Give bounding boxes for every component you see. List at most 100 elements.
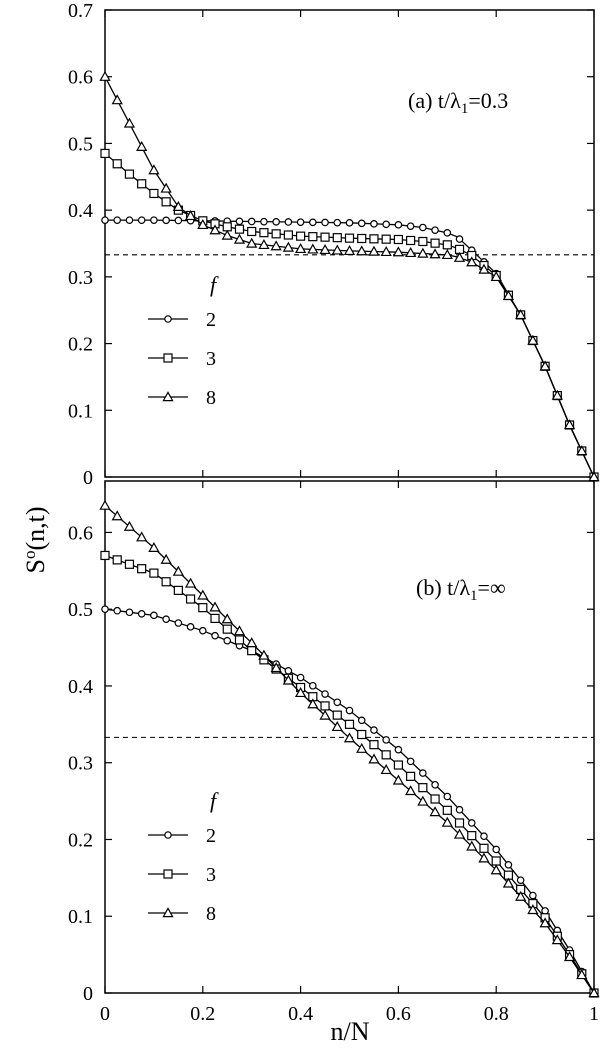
data-point-circle [443,792,452,801]
data-point-circle [431,226,439,234]
data-point-square [406,235,416,246]
legend-entry-2: 2 [148,309,216,331]
legend-entry-8: 8 [148,387,216,409]
data-point-circle [370,726,378,734]
series-f-2 [101,605,598,997]
data-point-triangle [588,987,600,998]
panel-annotation: (b) t/λ1=∞ [416,575,506,604]
data-point-circle [345,706,354,715]
data-point-square [467,831,477,841]
legend-title: f [210,272,219,297]
data-point-circle [174,216,183,225]
data-point-triangle [441,249,453,260]
data-point-triangle [197,218,209,230]
data-point-triangle [405,247,417,258]
data-point-circle [174,619,183,627]
y-tick-label: 0.2 [68,829,93,851]
x-tick-label: 0.8 [484,1003,509,1025]
data-point-triangle [270,240,282,251]
data-point-circle [443,229,452,237]
y-tick-label: 0 [83,983,93,1005]
data-point-square [247,226,257,237]
data-point-square [442,805,452,815]
data-point-square [344,719,355,729]
data-point-square [357,729,367,740]
data-point-circle [529,891,537,900]
data-point-circle [150,216,158,224]
data-point-square [308,232,318,242]
data-point-circle [284,666,293,675]
y-tick-label: 0.4 [68,676,93,698]
legend-entry-8: 8 [148,903,216,925]
data-point-square [357,233,367,244]
data-point-circle [492,845,501,854]
data-point-triangle [343,245,356,256]
data-point-square [185,594,196,604]
data-point-square [124,169,135,179]
data-point-triangle [515,309,527,320]
data-point-circle [333,218,342,227]
y-tick-label: 0.6 [68,67,93,89]
data-point-triangle [282,241,294,252]
series-line [104,505,595,994]
data-point-circle [419,769,427,777]
data-point-circle [150,611,158,620]
legend-label: 2 [206,309,216,331]
data-point-circle [431,780,439,789]
series-line [105,219,595,478]
data-point-square [210,613,220,624]
data-point-triangle [576,969,588,980]
data-point-square [198,603,208,613]
data-point-square [161,577,171,587]
data-point-triangle [270,662,282,673]
y-tick-label: 0.4 [68,200,93,222]
data-point-square [247,646,257,656]
data-point-triangle [184,577,197,588]
data-point-triangle [172,565,184,576]
data-point-square [149,188,159,199]
data-point-triangle [527,334,539,345]
data-point-circle [162,216,170,225]
series-line [104,608,595,994]
data-point-triangle [392,774,405,785]
data-point-circle [333,698,342,707]
data-point-square [369,740,379,750]
legend-marker [164,831,172,839]
data-point-circle [247,217,256,226]
data-point-square [320,701,330,711]
legend-marker [162,391,174,402]
data-point-triangle [148,164,160,175]
legend-marker [163,869,173,879]
data-point-square [332,710,342,720]
data-point-circle [480,832,488,841]
data-point-square [491,856,501,866]
data-point-circle [516,876,525,884]
data-point-triangle [184,209,197,221]
data-point-circle [394,221,403,229]
plot-frame [104,9,595,478]
data-point-triangle [209,224,221,235]
data-point-triangle [539,360,551,371]
data-point-triangle [331,721,343,732]
data-point-triangle [551,934,563,945]
data-point-square [479,843,489,853]
data-point-square [344,233,355,243]
x-axis-title: n/N [331,1017,370,1046]
data-point-triangle [453,251,466,262]
data-point-circle [125,216,134,224]
data-point-square [418,236,428,247]
data-point-triangle [343,732,356,743]
data-point-circle [260,217,268,226]
data-point-circle [186,623,195,631]
data-point-circle [455,805,464,814]
data-point-square [112,555,122,565]
legend-marker [163,353,173,363]
data-point-triangle [417,795,429,806]
data-point-triangle [356,245,368,256]
data-point-square [381,750,391,760]
legend-marker [162,907,174,918]
data-point-square [393,760,403,770]
data-point-square [418,783,428,793]
legend-title: f [210,788,219,813]
data-point-triangle [417,247,429,258]
